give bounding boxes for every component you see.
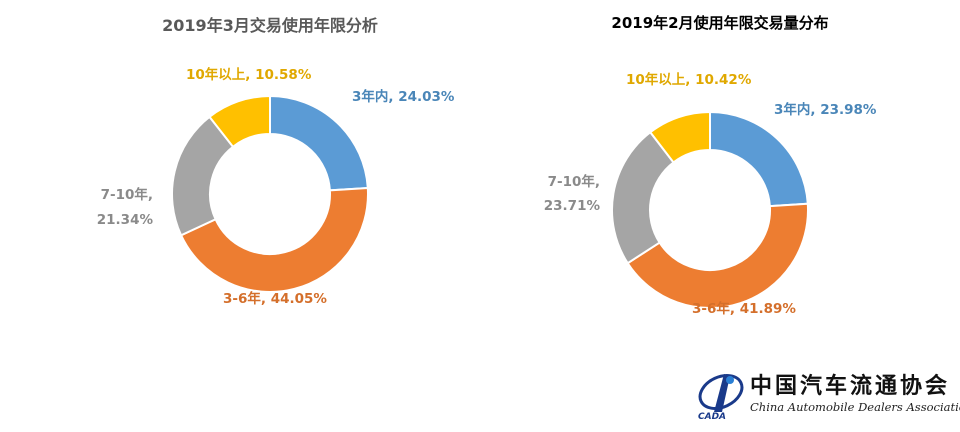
data-label: 23.71% [544, 198, 601, 214]
data-label: 21.34% [97, 212, 154, 228]
logo-abbr: CADA [698, 412, 727, 422]
data-label: 10年以上, 10.42% [626, 71, 752, 88]
chart-right: 2019年2月使用年限交易量分布 3年内, 23.98% 3-6年, 41.89%… [480, 0, 960, 360]
cada-emblem-icon [698, 374, 744, 412]
cada-logo: CADA 中国汽车流通协会 China Automobile Dealers A… [694, 366, 960, 428]
donut-slice [179, 186, 369, 293]
data-label: 7-10年, [101, 186, 153, 203]
data-label: 3-6年, 41.89% [692, 300, 796, 317]
chart-title: 2019年2月使用年限交易量分布 [611, 14, 829, 32]
donut-chart: 3年内, 24.03% 3-6年, 44.05% 7-10年, 21.34% 10年以上… [97, 66, 455, 307]
donut-chart: 3年内, 23.98% 3-6年, 41.89% 7-10年, 23.71% 10年以上… [544, 71, 877, 317]
chart-title: 2019年3月交易使用年限分析 [162, 16, 378, 35]
data-label: 10年以上, 10.58% [186, 66, 312, 83]
donut-slice [709, 110, 809, 208]
logo-en: China Automobile Dealers Association [750, 400, 960, 414]
logo-cn: 中国汽车流通协会 [750, 373, 951, 399]
donut-slice [648, 110, 711, 164]
data-label: 3年内, 24.03% [352, 88, 455, 105]
donut-slice [269, 94, 369, 192]
donut-slice [626, 202, 809, 309]
data-label: 3年内, 23.98% [774, 101, 877, 118]
chart-left: 2019年3月交易使用年限分析 3年内, 24.03% 3-6年, 44.05% 7… [0, 0, 540, 360]
data-label: 3-6年, 44.05% [223, 290, 327, 307]
donut-slice [208, 94, 271, 149]
data-label: 7-10年, [548, 173, 600, 190]
